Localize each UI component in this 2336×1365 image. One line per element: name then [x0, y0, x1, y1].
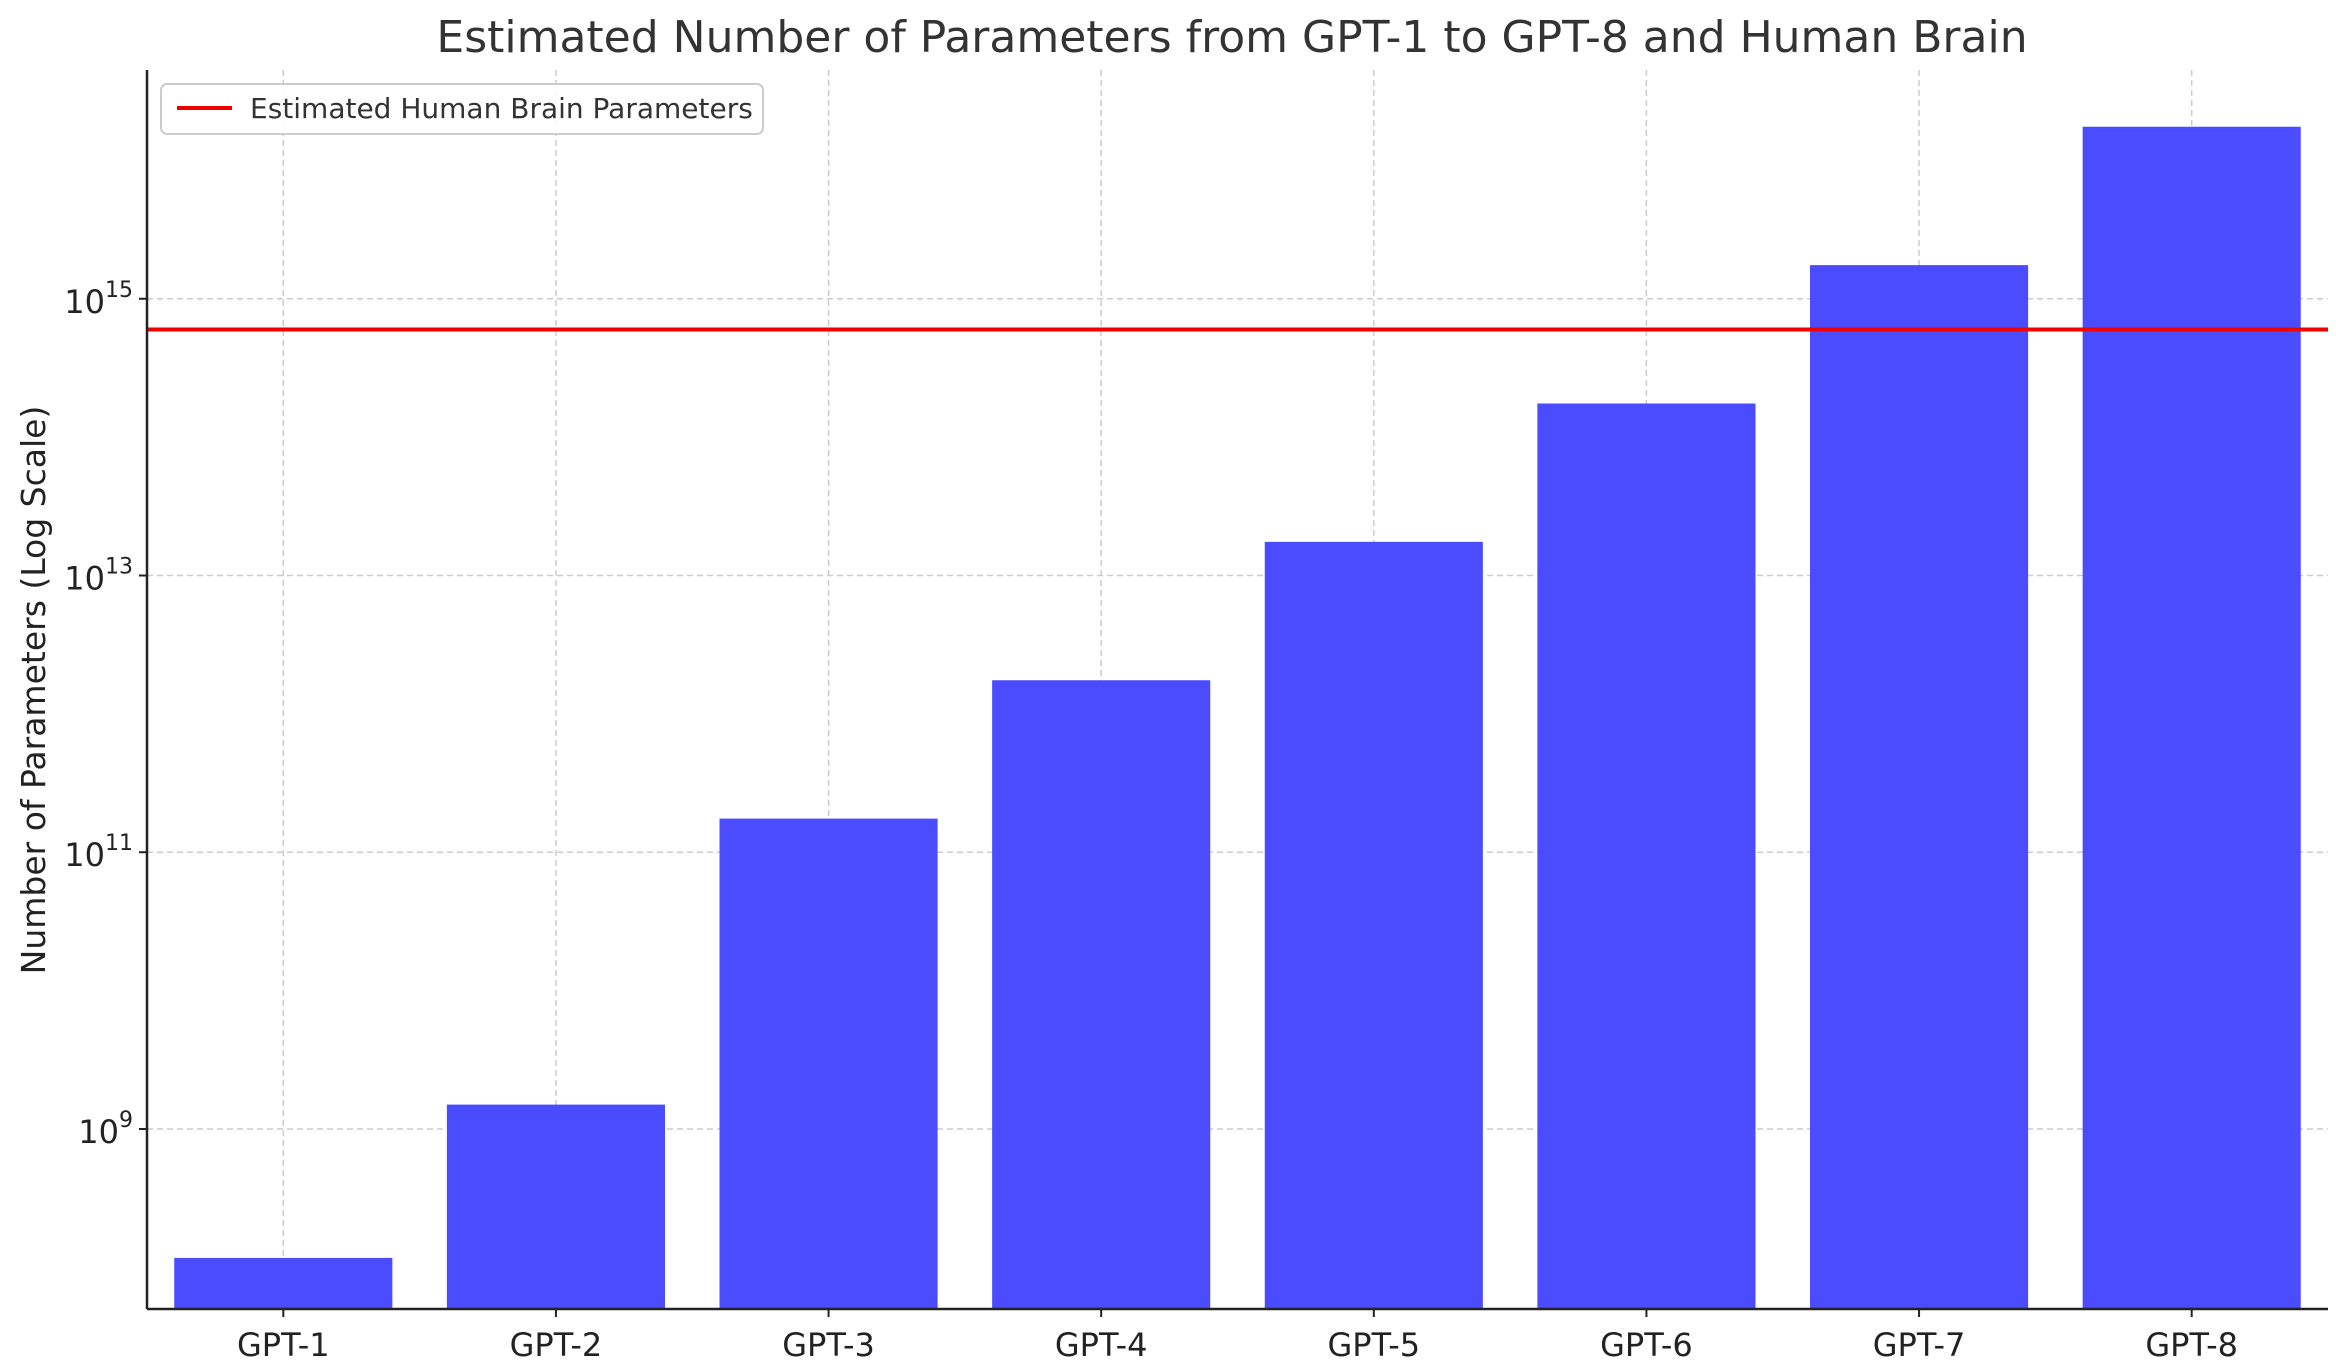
legend-box: [160, 83, 764, 135]
bars: [174, 126, 2301, 1310]
y-tick-label: 1011: [64, 831, 133, 874]
x-tick-label: GPT-4: [1055, 1326, 1148, 1364]
bar-gpt-5: [1264, 541, 1483, 1309]
legend-label: Estimated Human Brain Parameters: [250, 92, 753, 125]
bar-gpt-4: [992, 680, 1211, 1309]
x-tick-label: GPT-6: [1600, 1326, 1693, 1364]
y-tick-base: 10: [64, 559, 105, 597]
y-tick-base: 10: [78, 1113, 119, 1151]
legend: Estimated Human Brain Parameters: [160, 83, 764, 135]
x-tick-label: GPT-1: [237, 1326, 330, 1364]
x-tick-label: GPT-3: [782, 1326, 875, 1364]
x-tick-label: GPT-5: [1328, 1326, 1421, 1364]
x-tick-label: GPT-2: [510, 1326, 603, 1364]
y-tick-exponent: 9: [119, 1108, 133, 1133]
tick-labels: GPT-1 GPT-2 GPT-3 GPT-4 GPT-5 GPT-6 GPT-7 GPT-8…: [64, 278, 2238, 1364]
bar-gpt-1: [174, 1257, 393, 1309]
bar-gpt-8: [2082, 126, 2301, 1310]
x-tick-label: GPT-7: [1873, 1326, 1966, 1364]
bar-gpt-6: [1537, 403, 1756, 1310]
y-tick-label: 1013: [64, 554, 133, 597]
chart-title: Estimated Number of Parameters from GPT-…: [436, 12, 2027, 63]
y-axis-label: Number of Parameters (Log Scale): [14, 406, 53, 975]
y-tick-exponent: 15: [105, 278, 133, 303]
axes: [139, 70, 2328, 1317]
x-tick-label: GPT-8: [2145, 1326, 2238, 1364]
y-tick-label: 109: [78, 1108, 133, 1151]
y-tick-exponent: 11: [105, 831, 133, 856]
bar-gpt-7: [1810, 265, 2029, 1309]
bar-gpt-2: [446, 1104, 665, 1309]
y-tick-base: 10: [64, 283, 105, 321]
y-tick-base: 10: [64, 836, 105, 874]
y-tick-exponent: 13: [105, 554, 133, 579]
y-tick-label: 1015: [64, 278, 133, 321]
bar-gpt-3: [719, 818, 938, 1309]
